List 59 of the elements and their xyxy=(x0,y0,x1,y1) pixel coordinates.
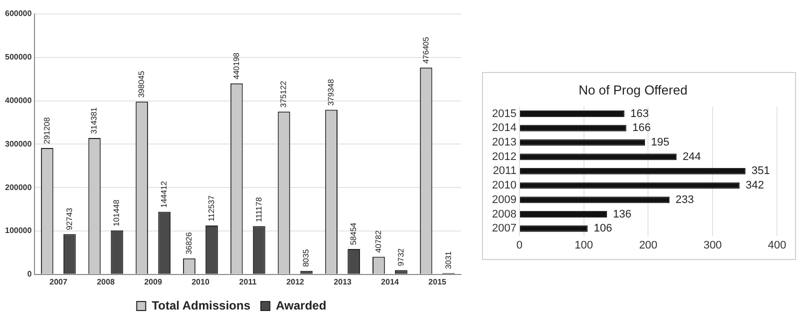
data-label: 58454 xyxy=(349,222,358,246)
data-label: 291208 xyxy=(42,116,52,144)
y-tick-label: 2011 xyxy=(492,165,516,178)
data-label: 375122 xyxy=(279,80,288,108)
x-tick-label: 2007 xyxy=(49,277,68,286)
y-tick-label: 600000 xyxy=(4,9,32,18)
y-tick-label: 2007 xyxy=(492,222,516,235)
data-label: 342 xyxy=(746,180,764,192)
legend-label: Total Admissions xyxy=(152,298,251,312)
x-tick-label: 300 xyxy=(703,239,722,252)
data-label: 440198 xyxy=(232,52,241,80)
data-label: 379348 xyxy=(326,78,336,106)
y-tick-label: 2009 xyxy=(492,194,516,206)
data-label: 92743 xyxy=(64,207,74,230)
data-label: 3031 xyxy=(444,250,453,270)
y-tick-label: 2012 xyxy=(492,150,516,163)
data-label: 233 xyxy=(675,194,694,206)
y-tick-label: 100000 xyxy=(4,226,32,236)
x-tick-label: 2012 xyxy=(286,277,305,286)
data-label: 314381 xyxy=(90,106,99,134)
data-label: 9732 xyxy=(396,248,406,266)
y-tick-label: 300000 xyxy=(4,139,32,148)
y-tick-label: 2013 xyxy=(492,136,516,149)
x-tick-label: 2009 xyxy=(144,277,163,286)
data-label: 106 xyxy=(594,222,612,235)
data-label: 101448 xyxy=(112,199,122,226)
x-tick-label: 400 xyxy=(768,239,786,252)
x-tick-label: 2011 xyxy=(239,277,258,286)
y-tick-label: 500000 xyxy=(4,52,32,62)
x-tick-label: 2015 xyxy=(428,277,447,286)
x-tick-label: 2008 xyxy=(96,277,116,286)
data-label: 244 xyxy=(682,150,701,163)
data-label: 40782 xyxy=(374,230,383,253)
y-tick-label: 2014 xyxy=(492,122,516,134)
x-tick-label: 2010 xyxy=(192,277,210,286)
x-tick-label: 2014 xyxy=(381,277,400,286)
data-label: 195 xyxy=(651,136,670,149)
data-label: 8035 xyxy=(302,248,311,267)
y-tick-label: 0 xyxy=(27,270,32,279)
y-tick-label: 2010 xyxy=(492,180,516,192)
y-tick-label: 200000 xyxy=(4,182,32,192)
data-label: 36826 xyxy=(184,232,194,254)
x-tick-label: 2013 xyxy=(334,277,352,286)
y-tick-label: 400000 xyxy=(4,96,32,106)
y-tick-label: 2008 xyxy=(492,208,516,220)
data-label: 476405 xyxy=(421,36,430,64)
data-label: 351 xyxy=(751,165,770,178)
x-tick-label: 100 xyxy=(574,239,594,252)
data-label: 166 xyxy=(632,122,651,134)
data-label: 144412 xyxy=(160,180,169,208)
data-label: 398045 xyxy=(137,70,146,98)
x-tick-label: 200 xyxy=(639,239,658,252)
y-tick-label: 2015 xyxy=(492,108,516,120)
chart-title: No of Prog Offered xyxy=(578,82,688,98)
data-label: 112537 xyxy=(206,194,216,222)
data-label: 136 xyxy=(613,208,632,220)
data-label: 111178 xyxy=(254,196,264,222)
legend-label: Awarded xyxy=(276,298,326,312)
data-label: 163 xyxy=(630,108,649,120)
